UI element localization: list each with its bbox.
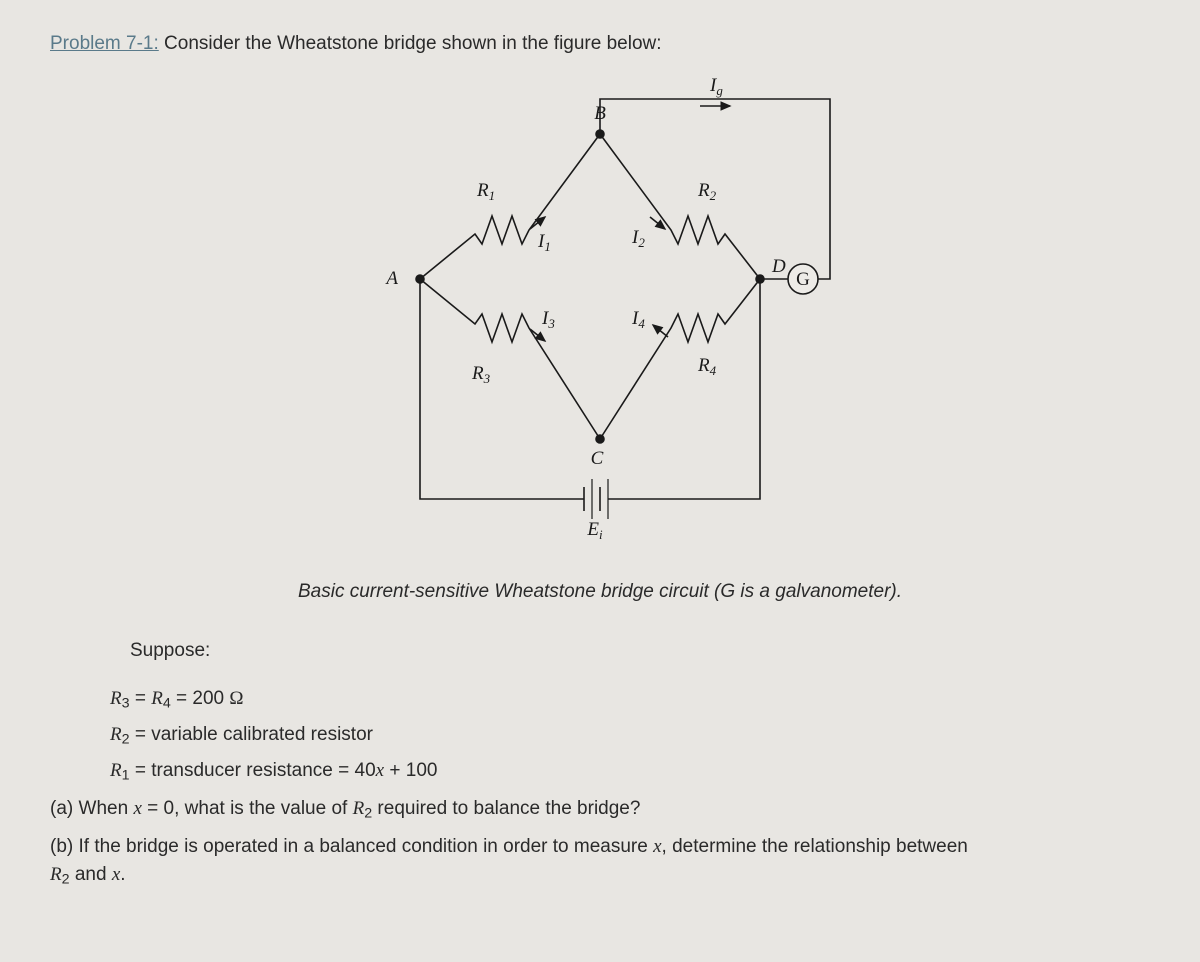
given-line-2: R2 = variable calibrated resistor bbox=[110, 721, 1150, 751]
svg-text:I4: I4 bbox=[631, 308, 645, 331]
wheatstone-bridge-diagram: A B C D G R1 R2 R3 R4 I1 I2 I3 I4 Ig Ei bbox=[320, 69, 880, 549]
problem-header: Problem 7-1: Consider the Wheatstone bri… bbox=[50, 30, 1150, 59]
svg-text:B: B bbox=[594, 103, 606, 124]
svg-text:Ig: Ig bbox=[709, 75, 723, 98]
given-line-1: R3 = R4 = 200 Ω bbox=[110, 685, 1150, 715]
problem-text: Consider the Wheatstone bridge shown in … bbox=[159, 33, 662, 54]
svg-text:I2: I2 bbox=[631, 227, 645, 250]
question-b: (b) If the bridge is operated in a balan… bbox=[50, 833, 1150, 891]
svg-text:I3: I3 bbox=[541, 308, 555, 331]
svg-text:R3: R3 bbox=[471, 363, 491, 386]
svg-text:R1: R1 bbox=[476, 180, 495, 203]
figure-caption: Basic current-sensitive Wheatstone bridg… bbox=[50, 578, 1150, 607]
figure-container: A B C D G R1 R2 R3 R4 I1 I2 I3 I4 Ig Ei bbox=[50, 69, 1150, 559]
svg-text:D: D bbox=[771, 256, 786, 277]
svg-text:G: G bbox=[796, 269, 810, 290]
svg-text:A: A bbox=[384, 268, 398, 289]
svg-text:C: C bbox=[591, 448, 604, 469]
given-line-3: R1 = transducer resistance = 40x + 100 bbox=[110, 757, 1150, 787]
svg-text:Ei: Ei bbox=[586, 519, 603, 542]
svg-text:R4: R4 bbox=[697, 355, 717, 378]
question-a: (a) When x = 0, what is the value of R2 … bbox=[50, 795, 1150, 825]
svg-text:I1: I1 bbox=[537, 231, 551, 254]
svg-text:R2: R2 bbox=[697, 180, 717, 203]
suppose-label: Suppose: bbox=[130, 637, 1150, 666]
problem-label: Problem 7-1: bbox=[50, 33, 159, 54]
